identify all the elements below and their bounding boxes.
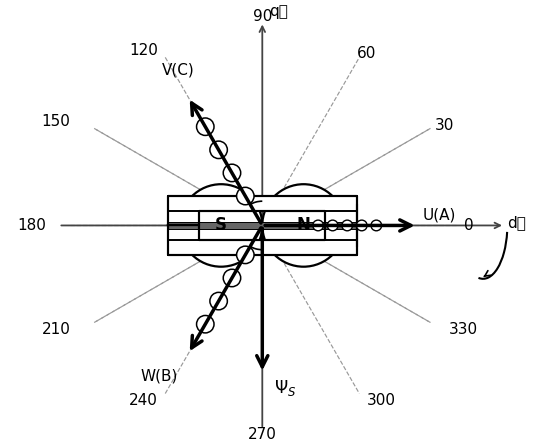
Bar	[168, 240, 357, 254]
Circle shape	[196, 118, 214, 135]
Polygon shape	[168, 225, 357, 254]
Text: 300: 300	[367, 392, 395, 408]
Bar	[168, 211, 199, 225]
Text: $\Psi_S$: $\Psi_S$	[274, 378, 296, 398]
Text: S: S	[215, 216, 227, 234]
Circle shape	[180, 184, 262, 267]
Text: 330: 330	[449, 322, 478, 337]
Text: 180: 180	[17, 218, 46, 233]
Text: N: N	[296, 216, 311, 234]
Circle shape	[371, 220, 382, 231]
Text: W(B): W(B)	[140, 368, 178, 383]
Text: 60: 60	[357, 46, 376, 61]
Bar	[325, 211, 357, 225]
Circle shape	[196, 315, 214, 333]
Text: 120: 120	[129, 43, 158, 58]
Circle shape	[327, 220, 338, 231]
Circle shape	[356, 220, 367, 231]
Circle shape	[210, 293, 227, 310]
Bar	[168, 196, 357, 211]
Bar	[168, 225, 199, 240]
Circle shape	[313, 220, 324, 231]
Text: U(A): U(A)	[422, 207, 456, 222]
Circle shape	[237, 187, 254, 205]
Text: 90: 90	[252, 9, 272, 24]
Bar	[325, 225, 357, 240]
Circle shape	[342, 220, 353, 231]
Text: 270: 270	[248, 427, 277, 442]
Circle shape	[223, 269, 240, 287]
Circle shape	[223, 164, 240, 181]
Circle shape	[237, 246, 254, 263]
Text: 150: 150	[42, 114, 71, 129]
Text: 0: 0	[463, 218, 473, 233]
Bar	[168, 222, 357, 229]
Text: q轴: q轴	[270, 4, 288, 19]
Circle shape	[262, 184, 345, 267]
Text: 30: 30	[435, 118, 454, 134]
Text: d轴: d轴	[508, 215, 526, 231]
Circle shape	[210, 141, 227, 159]
Text: 240: 240	[129, 392, 158, 408]
Polygon shape	[168, 196, 357, 225]
Text: 210: 210	[42, 322, 71, 337]
Text: V(C): V(C)	[162, 63, 195, 78]
